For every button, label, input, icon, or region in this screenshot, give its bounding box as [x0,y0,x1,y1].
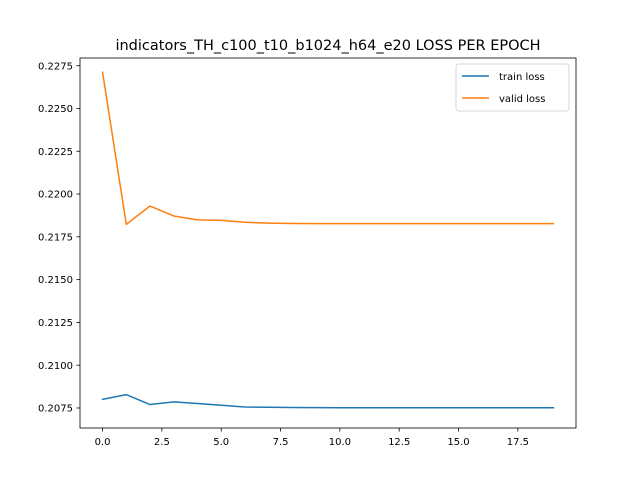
x-tick-label: 2.5 [154,437,170,448]
x-tick-label: 0.0 [95,437,111,448]
legend-label-train-loss: train loss [499,72,545,83]
x-tick-label: 15.0 [447,437,469,448]
series-line-valid-loss [101,71,555,226]
y-tick-label: 0.2100 [38,361,73,372]
legend-label-valid-loss: valid loss [499,94,545,105]
y-tick-label: 0.2175 [38,232,73,243]
legend: train loss valid loss [455,63,570,112]
y-tick-label: 0.2225 [38,147,73,158]
y-tick-label: 0.2250 [38,104,73,115]
y-tick-label: 0.2075 [38,404,73,415]
y-tick-label: 0.2150 [38,275,73,286]
y-tick-label: 0.2200 [38,190,73,201]
x-tick-label: 12.5 [388,437,410,448]
plot-area: 0.0 2.5 5.0 7.5 10.0 12.5 15.0 17.5 0.2075 0.2100… [38,57,577,448]
x-tick-label: 10.0 [329,437,351,448]
y-tick-label: 0.2125 [38,318,73,329]
axes-frame [79,57,577,429]
chart-title: indicators_TH_c100_t10_b1024_h64_e20 LOS… [115,38,540,54]
x-tick-label: 5.0 [213,437,229,448]
x-tick-label: 17.5 [507,437,529,448]
series-line-train-loss [101,393,555,409]
x-tick-label: 7.5 [273,437,289,448]
y-tick-label: 0.2275 [38,61,73,72]
